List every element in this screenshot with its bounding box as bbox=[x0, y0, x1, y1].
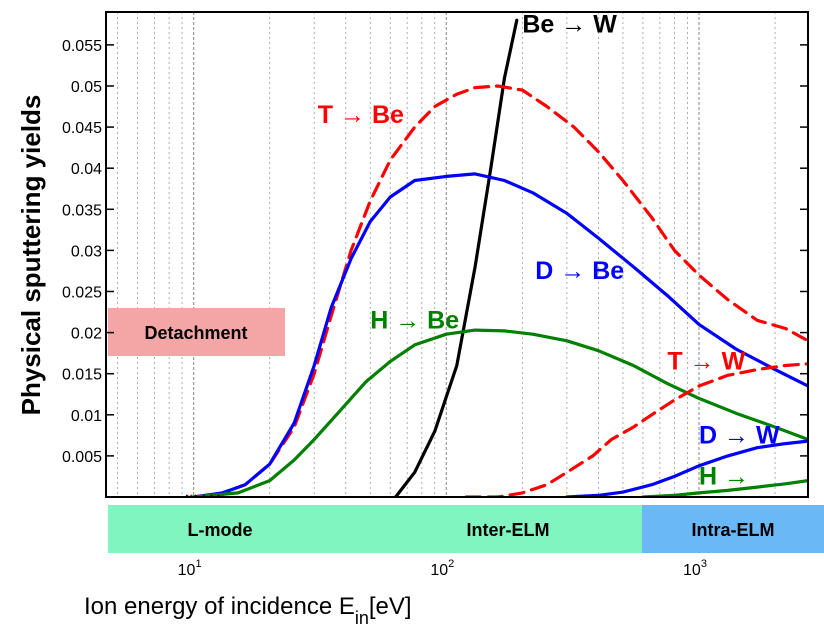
x-axis-label-unit: [eV] bbox=[369, 593, 412, 620]
x-tick-exponent: 2 bbox=[448, 558, 454, 570]
x-tick-exponent: 1 bbox=[195, 558, 201, 570]
data-marker bbox=[194, 494, 200, 497]
plot-frame bbox=[105, 11, 809, 498]
data-marker bbox=[219, 494, 225, 497]
series-line bbox=[565, 439, 808, 497]
y-axis-ticks: 0.005 0.01 0.015 0.02 0.025 0.03 0.035 0.04 0.04… bbox=[62, 38, 808, 466]
grid-lines bbox=[117, 12, 776, 497]
series-annotation: D → Be bbox=[535, 257, 624, 285]
regime-label: L-mode bbox=[188, 520, 253, 540]
detachment-box: Detachment bbox=[108, 308, 285, 356]
regime-label: Intra-ELM bbox=[692, 520, 775, 540]
series-line bbox=[464, 362, 808, 497]
data-marker bbox=[185, 494, 191, 497]
series-annotation: H → Be bbox=[370, 306, 459, 334]
series-annotation: T → Be bbox=[318, 101, 404, 129]
series-annotation: T → W bbox=[667, 348, 745, 376]
data-marker bbox=[212, 494, 218, 497]
regime-rect bbox=[108, 505, 392, 553]
x-axis-label-subscript: in bbox=[355, 608, 369, 628]
y-tick-label: 0.015 bbox=[62, 367, 102, 384]
data-marker bbox=[210, 494, 215, 497]
y-tick-label: 0.01 bbox=[71, 408, 102, 425]
data-marker bbox=[217, 494, 223, 497]
data-marker bbox=[187, 494, 193, 497]
x-tick-base: 10 bbox=[430, 562, 448, 579]
y-tick-label: 0.02 bbox=[71, 326, 102, 343]
series-annotations: Be → W T → Be D → Be H → Be T → W D → W H → bbox=[318, 11, 780, 491]
data-marker bbox=[196, 494, 202, 497]
series-line bbox=[641, 479, 808, 497]
regime-label: Inter-ELM bbox=[467, 520, 550, 540]
x-tick-label: 102 bbox=[430, 558, 454, 579]
x-tick-base: 10 bbox=[178, 562, 196, 579]
series-line bbox=[192, 84, 808, 497]
y-tick-label: 0.005 bbox=[62, 449, 102, 466]
y-tick-label: 0.055 bbox=[62, 38, 102, 55]
series-line bbox=[192, 172, 808, 497]
series-annotation: Be → W bbox=[522, 11, 617, 39]
detachment-label: Detachment bbox=[144, 323, 247, 343]
x-axis-ticks: 101 102 103 bbox=[178, 558, 707, 579]
series-annotation: D → W bbox=[699, 422, 780, 450]
low-energy-markers bbox=[185, 494, 225, 497]
y-tick-label: 0.04 bbox=[71, 161, 102, 178]
data-marker bbox=[202, 494, 208, 497]
y-tick-label: 0.045 bbox=[62, 120, 102, 137]
x-axis-label: Ion energy of incidence Ein[eV] bbox=[84, 593, 412, 628]
y-tick-label: 0.035 bbox=[62, 202, 102, 219]
y-tick-label: 0.05 bbox=[71, 79, 102, 96]
x-tick-label: 103 bbox=[683, 558, 707, 579]
series-line bbox=[394, 18, 519, 497]
detachment-rect bbox=[108, 308, 285, 356]
x-tick-label: 101 bbox=[178, 558, 202, 579]
regime-rect bbox=[392, 505, 642, 553]
x-tick-base: 10 bbox=[683, 562, 701, 579]
y-tick-label: 0.025 bbox=[62, 284, 102, 301]
y-axis-label: Physical sputtering yields bbox=[16, 95, 46, 416]
regime-rect bbox=[642, 505, 824, 553]
x-axis-label-main: Ion energy of incidence E bbox=[84, 593, 355, 620]
data-marker bbox=[204, 494, 210, 497]
series-lines bbox=[185, 18, 808, 497]
x-tick-exponent: 3 bbox=[701, 558, 707, 570]
series-annotation: H → bbox=[699, 463, 749, 491]
y-tick-label: 0.03 bbox=[71, 243, 102, 260]
regime-bar: L-mode Inter-ELM Intra-ELM bbox=[108, 505, 824, 553]
